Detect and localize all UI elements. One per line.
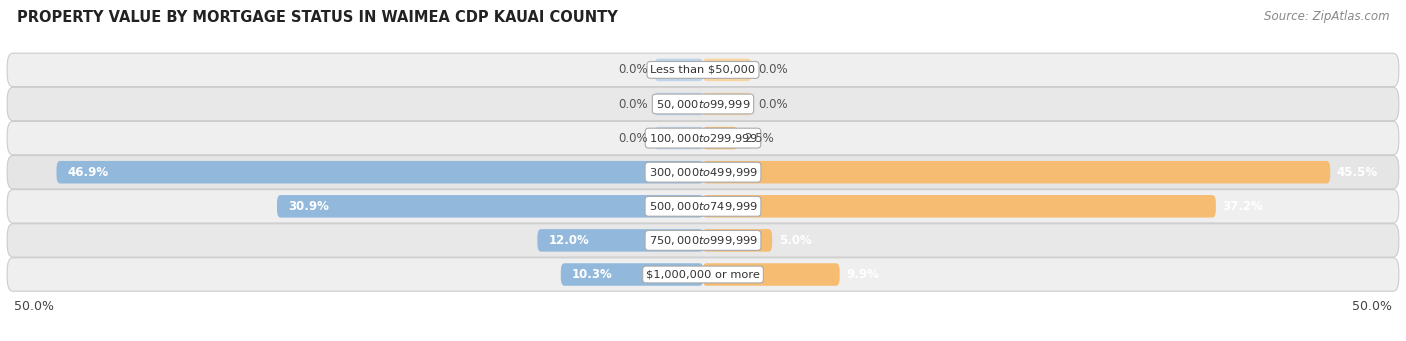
Text: $50,000 to $99,999: $50,000 to $99,999 [655, 98, 751, 110]
Text: 10.3%: 10.3% [572, 268, 613, 281]
Text: 0.0%: 0.0% [619, 63, 648, 76]
Text: Source: ZipAtlas.com: Source: ZipAtlas.com [1264, 10, 1389, 23]
FancyBboxPatch shape [703, 127, 738, 149]
FancyBboxPatch shape [561, 263, 703, 286]
FancyBboxPatch shape [277, 195, 703, 218]
Text: 50.0%: 50.0% [1353, 300, 1392, 313]
FancyBboxPatch shape [7, 224, 1399, 257]
Text: 12.0%: 12.0% [548, 234, 589, 247]
Text: $500,000 to $749,999: $500,000 to $749,999 [648, 200, 758, 213]
FancyBboxPatch shape [7, 258, 1399, 291]
Text: 9.9%: 9.9% [846, 268, 879, 281]
Text: 0.0%: 0.0% [619, 132, 648, 145]
Text: 0.0%: 0.0% [758, 98, 787, 110]
Text: 2.5%: 2.5% [744, 132, 775, 145]
FancyBboxPatch shape [7, 53, 1399, 87]
Text: 30.9%: 30.9% [288, 200, 329, 213]
Text: $1,000,000 or more: $1,000,000 or more [647, 269, 759, 280]
FancyBboxPatch shape [703, 195, 1216, 218]
Text: 37.2%: 37.2% [1222, 200, 1263, 213]
Text: 5.0%: 5.0% [779, 234, 811, 247]
FancyBboxPatch shape [7, 155, 1399, 189]
FancyBboxPatch shape [537, 229, 703, 252]
FancyBboxPatch shape [703, 229, 772, 252]
FancyBboxPatch shape [655, 59, 703, 81]
FancyBboxPatch shape [703, 93, 751, 115]
Text: 0.0%: 0.0% [758, 63, 787, 76]
Text: 45.5%: 45.5% [1337, 166, 1378, 179]
Text: 46.9%: 46.9% [67, 166, 108, 179]
FancyBboxPatch shape [7, 87, 1399, 121]
FancyBboxPatch shape [703, 59, 751, 81]
Text: $300,000 to $499,999: $300,000 to $499,999 [648, 166, 758, 179]
FancyBboxPatch shape [7, 190, 1399, 223]
FancyBboxPatch shape [703, 263, 839, 286]
FancyBboxPatch shape [655, 93, 703, 115]
FancyBboxPatch shape [703, 161, 1330, 183]
FancyBboxPatch shape [56, 161, 703, 183]
Text: Less than $50,000: Less than $50,000 [651, 65, 755, 75]
Text: $750,000 to $999,999: $750,000 to $999,999 [648, 234, 758, 247]
Text: PROPERTY VALUE BY MORTGAGE STATUS IN WAIMEA CDP KAUAI COUNTY: PROPERTY VALUE BY MORTGAGE STATUS IN WAI… [17, 10, 617, 25]
Text: 0.0%: 0.0% [619, 98, 648, 110]
FancyBboxPatch shape [655, 127, 703, 149]
FancyBboxPatch shape [7, 121, 1399, 155]
Text: 50.0%: 50.0% [14, 300, 53, 313]
Text: $100,000 to $299,999: $100,000 to $299,999 [648, 132, 758, 145]
